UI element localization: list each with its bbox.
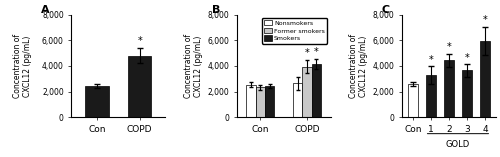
Bar — [246, 84, 256, 117]
Bar — [302, 67, 312, 117]
Bar — [293, 83, 302, 117]
Text: *: * — [464, 53, 469, 63]
Text: B: B — [212, 5, 220, 15]
Text: GOLD: GOLD — [446, 140, 470, 149]
Text: *: * — [314, 47, 319, 57]
Bar — [86, 86, 108, 117]
Bar — [480, 41, 490, 117]
Y-axis label: Concentration of
CXCL12 (pg/mL): Concentration of CXCL12 (pg/mL) — [349, 34, 368, 98]
Text: *: * — [304, 48, 310, 58]
Bar — [128, 56, 152, 117]
Text: *: * — [446, 42, 452, 52]
Text: *: * — [482, 16, 488, 25]
Bar — [312, 64, 321, 117]
Text: A: A — [42, 5, 50, 15]
Bar — [426, 75, 436, 117]
Text: C: C — [382, 5, 390, 15]
Bar — [408, 84, 418, 117]
Legend: Nonsmokers, Former smokers, Smokers: Nonsmokers, Former smokers, Smokers — [262, 18, 328, 44]
Text: *: * — [138, 36, 142, 46]
Y-axis label: Concentration of
CXCL12 (pg/mL): Concentration of CXCL12 (pg/mL) — [184, 34, 203, 98]
Y-axis label: Concentration of
CXCL12 (pg/mL): Concentration of CXCL12 (pg/mL) — [12, 34, 32, 98]
Text: *: * — [428, 55, 434, 65]
Bar — [265, 86, 274, 117]
Bar — [462, 70, 472, 117]
Bar — [256, 87, 265, 117]
Bar — [444, 60, 454, 117]
